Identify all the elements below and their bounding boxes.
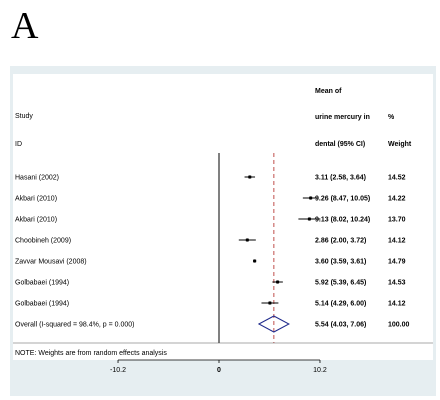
study-estimate: 3.60 (3.59, 3.61) xyxy=(315,259,366,266)
x-tick-label: 10.2 xyxy=(313,367,327,374)
header-estimate-line2: urine mercury in xyxy=(315,114,370,121)
header-id: ID xyxy=(15,141,22,148)
study-label: Akbari (2010) xyxy=(15,196,57,203)
header-weight-line2: Weight xyxy=(388,141,412,148)
study-label: Golbabaei (1994) xyxy=(15,301,69,308)
x-tick-label: 0 xyxy=(217,367,221,374)
overall-weight: 100.00 xyxy=(388,322,410,329)
study-weight: 14.12 xyxy=(388,238,406,245)
header-weight-line1: % xyxy=(388,114,395,121)
overall-estimate: 5.54 (4.03, 7.06) xyxy=(315,322,366,329)
forest-plot: Study ID Mean of urine mercury in dental… xyxy=(13,74,433,374)
overall-diamond xyxy=(257,315,290,333)
x-tick-label: -10.2 xyxy=(110,367,126,374)
study-weight: 14.53 xyxy=(388,280,406,287)
study-label: Hasani (2002) xyxy=(15,175,59,182)
header-study: Study xyxy=(15,113,33,120)
overall-label: Overall (I-squared = 98.4%, p = 0.000) xyxy=(15,322,134,329)
plot-area xyxy=(13,74,433,360)
forest-plot-frame: Study ID Mean of urine mercury in dental… xyxy=(10,66,436,396)
study-label: Akbari (2010) xyxy=(15,217,57,224)
study-estimate: 5.14 (4.29, 6.00) xyxy=(315,301,366,308)
study-point xyxy=(253,259,257,263)
study-rows: Hasani (2002) 3.11 (2.58, 3.64) 14.52 Akbar… xyxy=(15,175,410,329)
x-axis-ticks: -10.2 0 10.2 xyxy=(110,360,327,374)
study-point xyxy=(276,280,280,284)
study-point xyxy=(268,301,272,305)
footnote: NOTE: Weights are from random effects an… xyxy=(15,350,167,357)
study-weight: 14.12 xyxy=(388,301,406,308)
header-estimate-line1: Mean of xyxy=(315,88,342,95)
header-estimate-line3: dental (95% CI) xyxy=(315,141,365,148)
study-estimate: 9.13 (8.02, 10.24) xyxy=(315,217,370,224)
study-point xyxy=(307,217,311,221)
study-estimate: 5.92 (5.39, 6.45) xyxy=(315,280,366,287)
study-weight: 13.70 xyxy=(388,217,406,224)
study-weight: 14.22 xyxy=(388,196,406,203)
study-point xyxy=(248,175,252,179)
study-point xyxy=(245,238,249,242)
study-weight: 14.52 xyxy=(388,175,406,182)
study-weight: 14.79 xyxy=(388,259,406,266)
study-label: Golbabaei (1994) xyxy=(15,280,69,287)
study-estimate: 9.26 (8.47, 10.05) xyxy=(315,196,370,203)
study-estimate: 2.86 (2.00, 3.72) xyxy=(315,238,366,245)
study-point xyxy=(309,196,313,200)
study-label: Zavvar Mousavi (2008) xyxy=(15,259,87,266)
study-estimate: 3.11 (2.58, 3.64) xyxy=(315,175,366,182)
panel-letter: A xyxy=(11,5,39,47)
study-label: Choobineh (2009) xyxy=(15,238,71,245)
